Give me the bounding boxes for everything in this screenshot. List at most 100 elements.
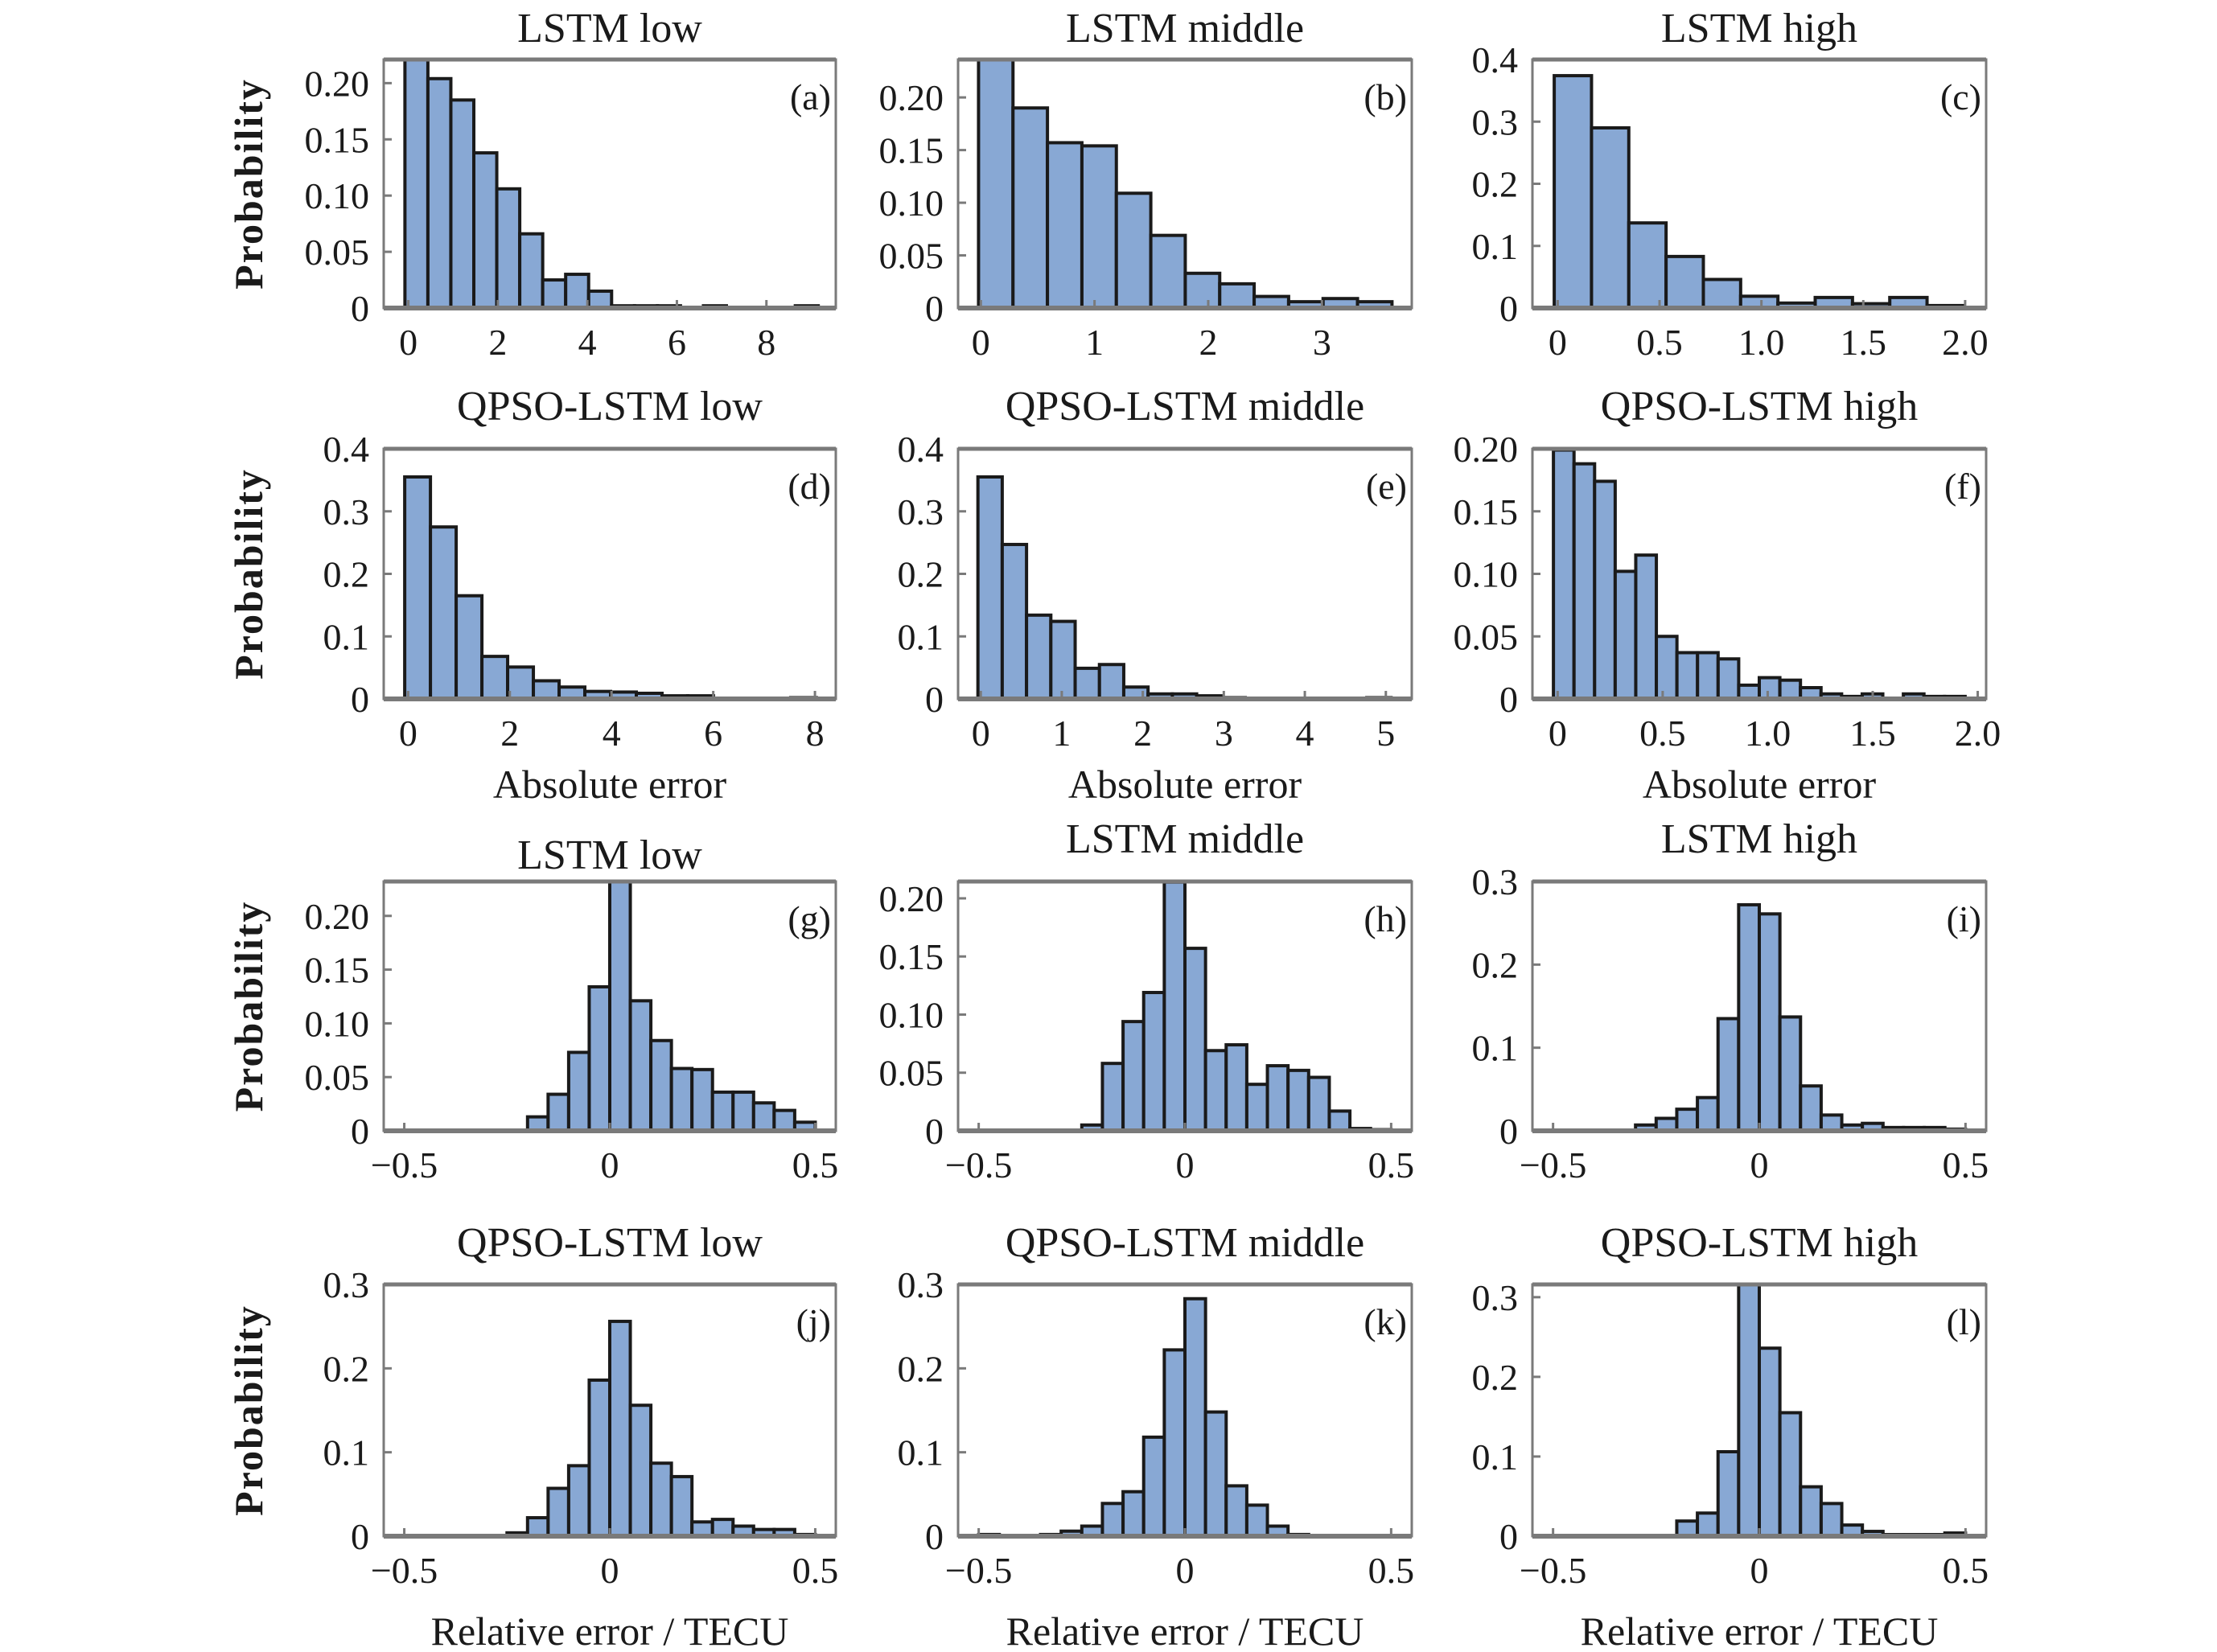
y-tick-label: 0.3 [898,1264,944,1305]
histogram-bar [480,655,510,701]
histogram-bar [731,1090,755,1133]
histogram-bar [1634,553,1659,701]
x-axis-label: Relative error / TECU [1006,1609,1364,1652]
x-tick-label: 1 [1085,322,1104,363]
y-axis-label: Probability [226,901,271,1112]
x-tick-label: 3 [1313,322,1331,363]
panel-label: (g) [788,898,831,939]
x-tick-label: −0.5 [371,1144,438,1186]
histogram-bar [1552,448,1576,701]
y-tick-label: 0.10 [305,1003,370,1044]
x-tick-label: 0 [1549,713,1567,754]
x-tick-label: 0.5 [1636,322,1683,363]
histogram-bar [1758,1346,1782,1538]
y-tick-label: 0.20 [1454,429,1519,470]
histogram-bar [1203,1410,1228,1538]
x-tick-label: 4 [1296,713,1314,754]
histogram-bar [1141,1435,1166,1539]
histogram-bar [1265,1064,1290,1133]
histogram-bar [1778,1015,1803,1133]
x-tick-label: 1.0 [1738,322,1785,363]
x-tick-label: 2 [1133,713,1152,754]
y-tick-label: 0.1 [323,1432,370,1473]
histogram-bar [1758,676,1782,701]
panel-label: (d) [788,466,831,507]
panel-title: QPSO-LSTM low [457,384,763,429]
x-tick-label: 0 [972,322,990,363]
histogram-bar [1244,1083,1269,1133]
histogram-bar [1627,221,1668,310]
panel-label: (e) [1366,466,1407,507]
histogram-bar [628,999,653,1132]
histogram-bar [1716,657,1741,701]
histogram-bar [1286,1068,1310,1133]
x-tick-label: 2 [488,322,507,363]
histogram-bar [1162,880,1187,1133]
histogram-bar [1799,1485,1823,1539]
y-tick-label: 0.10 [305,175,370,216]
panel-label: (c) [1940,76,1981,117]
histogram-bar [1572,462,1597,701]
y-tick-label: 0.10 [879,183,944,224]
panel-label: (f) [1944,466,1981,507]
x-tick-label: −0.5 [945,1144,1012,1186]
y-tick-label: 0.15 [879,130,944,171]
y-tick-label: 0.05 [305,232,370,273]
panel-label: (h) [1364,898,1407,939]
y-tick-label: 0 [925,288,944,329]
x-tick-label: 1.5 [1849,713,1896,754]
y-tick-label: 0.15 [305,119,370,160]
histogram-bar [1244,1503,1269,1538]
y-tick-label: 0.15 [1454,491,1519,532]
histogram-bar [541,278,568,310]
histogram-panel: 0 0.05 0.10 0.15 0.20 0 1 2 3 LSTM middle (b) [879,6,1413,363]
histogram-panel: 0 0.1 0.2 0.3 0.4 0 2 4 6 8 QPSO-LSTM low (d) Probab… [226,384,837,807]
panel-title: LSTM high [1661,816,1857,862]
y-tick-label: 0.20 [305,896,370,937]
y-tick-label: 0 [351,679,369,720]
y-tick-label: 0.20 [879,77,944,118]
y-tick-label: 0.2 [1472,164,1519,205]
histogram-bar [751,1101,776,1133]
x-tick-label: 0.5 [1943,1144,1989,1186]
histogram-bar [976,475,1004,701]
histogram-bar [1716,1450,1741,1539]
histogram-bar [455,594,484,701]
panel-title: LSTM high [1661,6,1857,51]
histogram-bar [1224,1043,1248,1132]
panel-title: LSTM middle [1066,6,1304,51]
y-tick-label: 0.4 [323,429,370,470]
histogram-bar [546,1486,570,1539]
panel-title: LSTM low [517,6,702,51]
histogram-bar [1716,1017,1741,1132]
panel-label: (l) [1947,1301,1981,1342]
histogram-bar [628,1403,653,1538]
histogram-bar [1778,1411,1803,1539]
panel-title: QPSO-LSTM high [1601,384,1918,429]
histogram-bar [649,1461,673,1538]
y-tick-label: 0.3 [323,491,370,532]
histogram-bar [566,1050,591,1133]
panel-label: (b) [1364,76,1407,117]
y-tick-label: 0.20 [305,63,370,104]
histogram-bar [1183,271,1222,310]
panel-label: (k) [1364,1301,1407,1342]
panel-label: (j) [796,1301,831,1342]
y-tick-label: 0.1 [1472,226,1519,267]
y-tick-label: 0.2 [323,1348,370,1389]
histogram-bar [1613,569,1638,701]
x-axis-label: Absolute error [1643,762,1877,807]
x-tick-label: 0.5 [1639,713,1686,754]
histogram-bar [1162,1348,1187,1538]
histogram-bar [586,290,614,310]
x-tick-label: 0.5 [792,1550,839,1591]
x-tick-label: 1 [1052,713,1071,754]
x-tick-label: 4 [603,713,621,754]
histogram-bar [772,1108,796,1132]
y-tick-label: 0 [1499,1111,1518,1152]
panel-label: (i) [1947,898,1981,939]
x-tick-label: 0 [1176,1550,1195,1591]
y-tick-label: 0.1 [1472,1028,1519,1069]
